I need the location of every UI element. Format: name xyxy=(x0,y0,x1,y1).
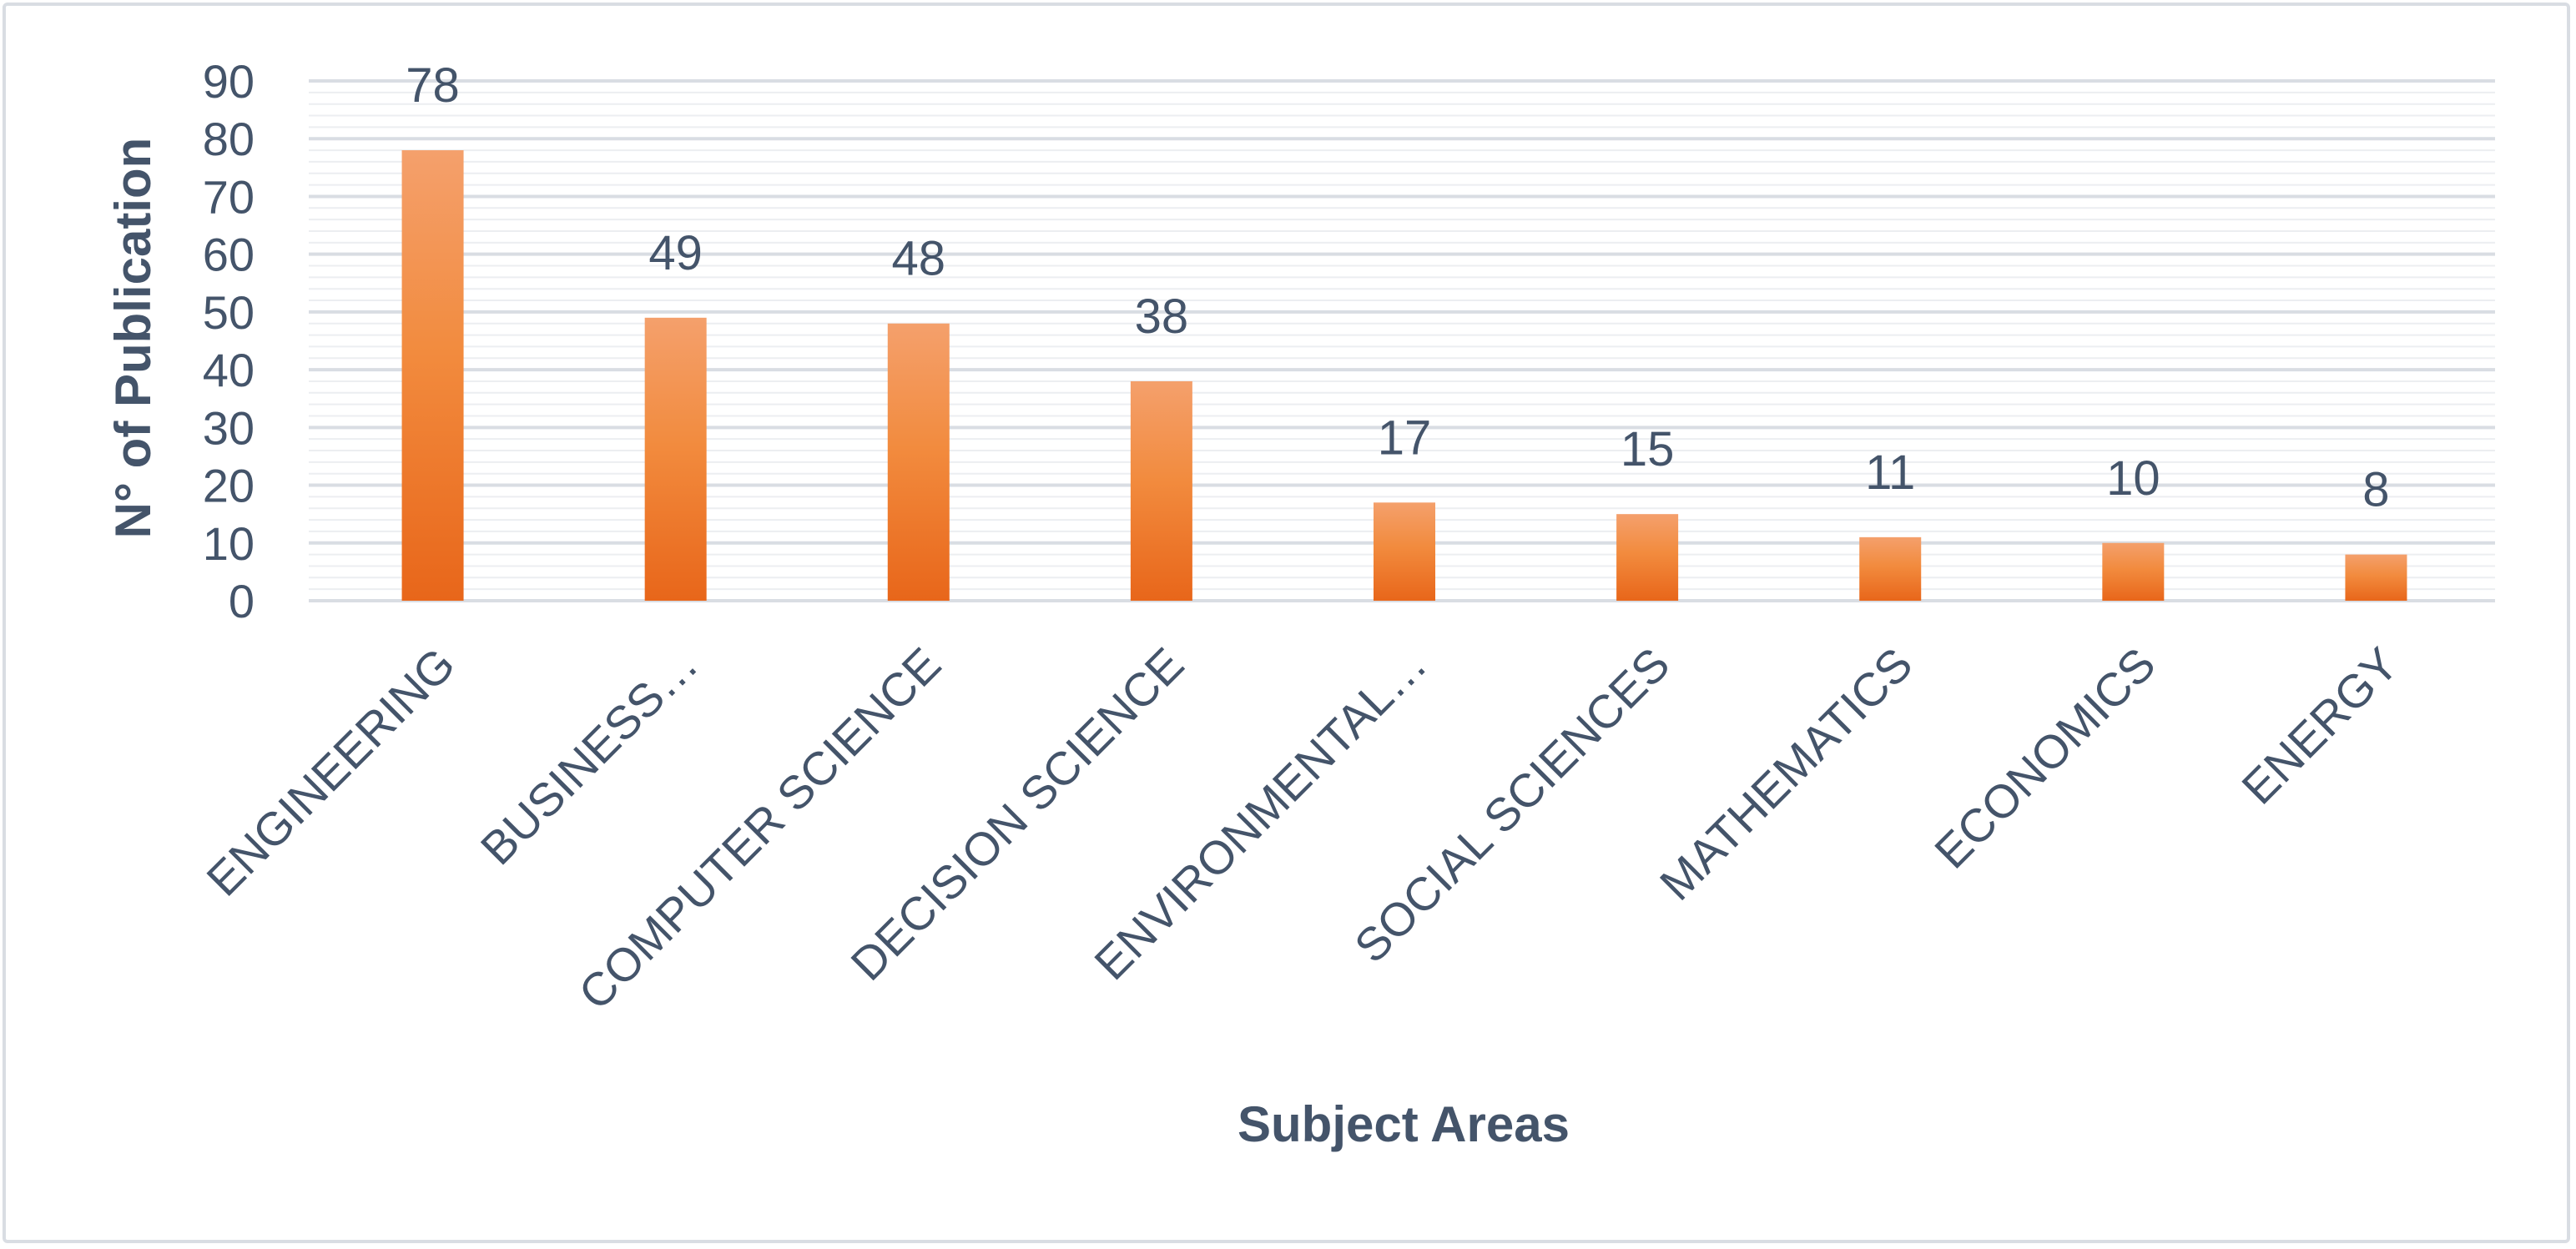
data-label: 48 xyxy=(892,232,946,286)
bar xyxy=(2102,542,2165,601)
y-tick-label: 80 xyxy=(203,113,255,165)
bar xyxy=(644,317,707,601)
y-tick-label: 40 xyxy=(203,344,255,396)
bar xyxy=(401,150,464,602)
bar xyxy=(1130,380,1192,601)
bar xyxy=(1859,536,1922,601)
y-tick-label: 30 xyxy=(203,401,255,454)
y-tick-label: 90 xyxy=(203,55,255,108)
bar xyxy=(1616,514,1679,601)
bars xyxy=(401,150,2407,602)
x-tick-label: ENGINEERING xyxy=(196,637,465,906)
y-tick-label: 10 xyxy=(203,517,255,570)
y-tick-label: 70 xyxy=(203,170,255,223)
data-label: 10 xyxy=(2106,451,2160,506)
data-label: 11 xyxy=(1865,446,1915,500)
x-axis-title: Subject Areas xyxy=(1238,1096,1570,1152)
x-tick-label: ECONOMICS xyxy=(1924,637,2165,879)
data-label: 8 xyxy=(2362,463,2389,517)
data-labels: 78 49 48 38 17 15 11 10 8 xyxy=(406,58,2389,517)
x-tick-label: BUSINESS… xyxy=(471,637,708,874)
y-tick-label: 50 xyxy=(203,286,255,339)
x-tick-label: MATHEMATICS xyxy=(1650,637,1923,910)
y-tick-label: 0 xyxy=(229,575,255,627)
data-label: 78 xyxy=(406,58,460,113)
data-label: 49 xyxy=(648,226,703,280)
y-tick-label: 60 xyxy=(203,229,255,281)
bar xyxy=(2345,554,2407,601)
data-label: 15 xyxy=(1621,422,1675,476)
bar xyxy=(887,323,950,601)
y-tick-label: 20 xyxy=(203,460,255,512)
data-label: 17 xyxy=(1378,410,1432,465)
data-label: 38 xyxy=(1135,290,1189,344)
y-axis-title: N° of Publication xyxy=(105,138,161,539)
x-axis-labels: ENGINEERING BUSINESS…COMPUTER SCIENCEDECI… xyxy=(196,637,2408,1020)
x-tick-label: ENERGY xyxy=(2231,637,2408,814)
bar xyxy=(1374,502,1435,601)
